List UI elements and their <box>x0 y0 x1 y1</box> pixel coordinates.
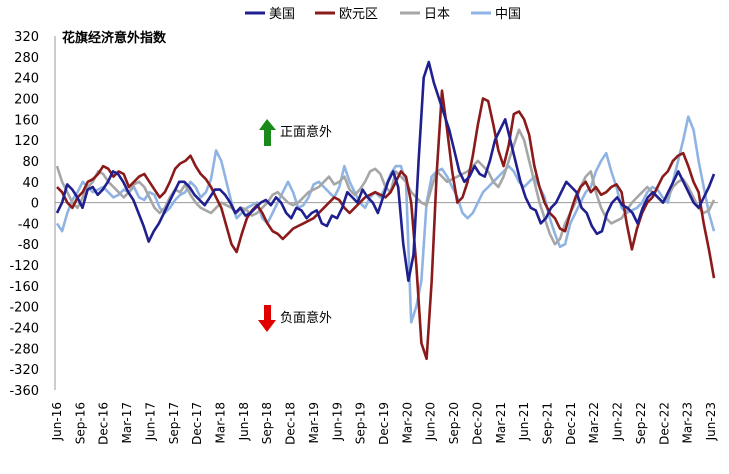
x-tick-label: Jun-16 <box>50 402 64 441</box>
legend: 美国 欧元区 日本 中国 <box>245 7 521 22</box>
x-tick-label: Mar-21 <box>494 402 508 443</box>
x-tick-label: Sep-16 <box>73 402 87 444</box>
y-tick-label: 0 <box>31 197 39 212</box>
x-tick-label: Sep-19 <box>354 402 368 444</box>
x-tick-label: Sep-20 <box>447 402 461 444</box>
x-tick-label: Dec-18 <box>284 402 298 445</box>
x-tick-label: Jun-20 <box>424 402 438 441</box>
series-line-0 <box>55 60 716 283</box>
x-tick-label: Dec-16 <box>97 402 111 445</box>
series-lines <box>55 60 716 361</box>
legend-label: 欧元区 <box>339 7 378 22</box>
y-tick-label: 120 <box>14 134 39 149</box>
y-tick-label: -120 <box>9 259 39 274</box>
x-tick-label: Jun-22 <box>611 402 625 441</box>
y-tick-label: 200 <box>14 92 39 107</box>
y-tick-label: -320 <box>9 363 39 378</box>
x-tick-label: Mar-20 <box>400 402 414 443</box>
y-tick-label: 280 <box>14 51 39 66</box>
series-line-3 <box>55 115 716 324</box>
y-tick-label: -80 <box>18 238 39 253</box>
x-tick-label: Dec-20 <box>470 402 484 445</box>
negative-surprise-label: 负面意外 <box>280 310 332 326</box>
x-tick-label: Jun-23 <box>704 402 718 441</box>
x-tick-label: Mar-23 <box>681 402 695 443</box>
y-tick-label: 80 <box>22 155 39 170</box>
legend-label: 美国 <box>269 7 295 22</box>
y-tick-label: -280 <box>9 342 39 357</box>
negative-surprise-annotation: 负面意外 <box>258 305 332 332</box>
x-tick-label: Sep-21 <box>541 402 555 444</box>
legend-label: 中国 <box>495 7 521 22</box>
y-tick-label: 40 <box>22 176 39 191</box>
x-tick-label: Jun-21 <box>517 402 531 441</box>
x-tick-label: Sep-17 <box>167 402 181 444</box>
x-tick-label: Mar-18 <box>214 402 228 443</box>
up-arrow-icon <box>259 119 276 146</box>
x-tick-label: Mar-19 <box>307 402 321 443</box>
x-tick-label: Jun-19 <box>330 402 344 441</box>
x-tick-label: Sep-18 <box>260 402 274 444</box>
down-arrow-icon <box>258 305 276 332</box>
y-tick-label: -240 <box>9 322 39 337</box>
y-tick-label: -40 <box>18 217 39 232</box>
y-tick-label: 160 <box>14 113 39 128</box>
x-axis-ticks: Jun-16 Sep-16 Dec-16 Mar-17 Jun-17 Sep-17 Dec-… <box>50 402 718 445</box>
x-tick-label: Sep-22 <box>634 402 648 444</box>
x-tick-label: Dec-17 <box>190 402 204 445</box>
legend-label: 日本 <box>424 7 450 22</box>
positive-surprise-label: 正面意外 <box>280 124 332 140</box>
x-tick-label: Dec-19 <box>377 402 391 445</box>
y-tick-label: -200 <box>9 301 39 316</box>
x-tick-label: Jun-18 <box>237 402 251 441</box>
positive-surprise-annotation: 正面意外 <box>259 119 332 146</box>
y-tick-label: -360 <box>9 384 39 399</box>
x-tick-label: Mar-22 <box>587 402 601 443</box>
x-tick-label: Mar-17 <box>120 402 134 443</box>
y-tick-label: 240 <box>14 72 39 87</box>
series-line-1 <box>56 89 716 361</box>
chart-title: 花旗经济意外指数 <box>62 30 167 46</box>
x-tick-label: Jun-17 <box>143 402 157 441</box>
y-axis-ticks: 320 280 240 200 160 120 80 40 0 -40 -80 -120 -160 -20… <box>9 30 39 399</box>
x-tick-label: Dec-21 <box>564 402 578 445</box>
y-tick-label: -160 <box>9 280 39 295</box>
y-tick-label: 320 <box>14 30 39 45</box>
x-tick-label: Dec-22 <box>657 402 671 445</box>
